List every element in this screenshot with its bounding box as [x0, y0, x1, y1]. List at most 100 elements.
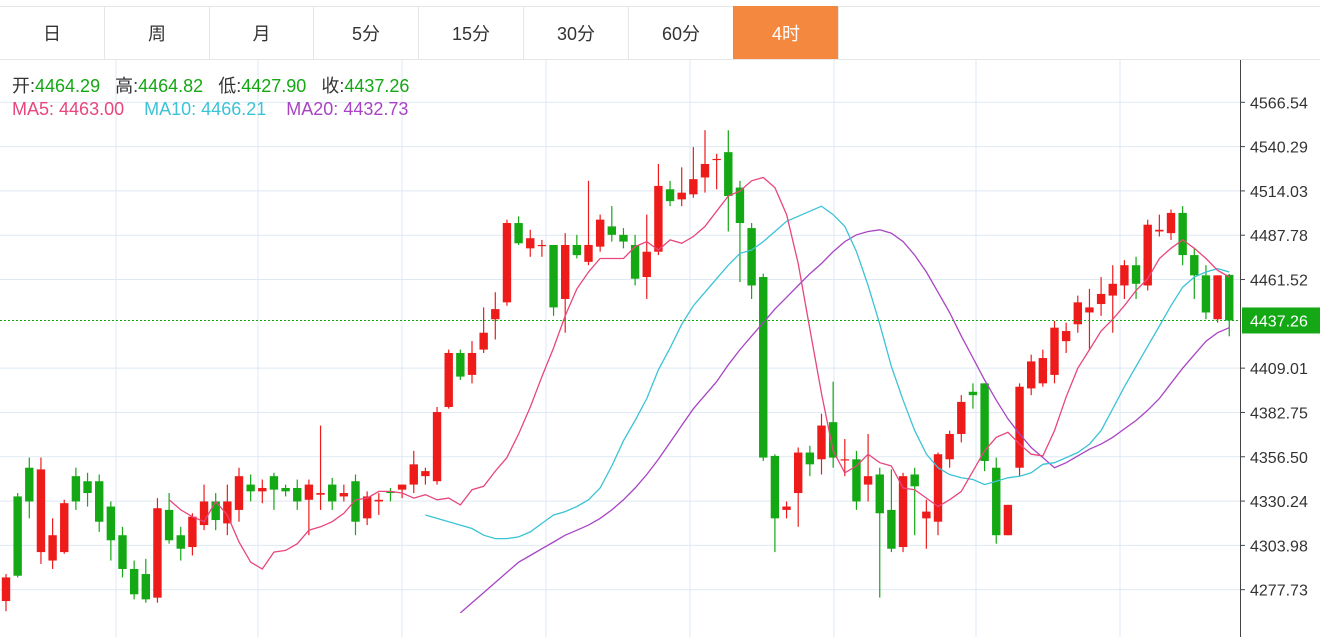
y-axis-tick-label: 4487.78: [1250, 228, 1308, 245]
candle-down: [875, 474, 884, 514]
candle-down: [968, 391, 978, 396]
candle-down: [630, 244, 640, 279]
candle-up: [1096, 293, 1106, 305]
candle-up: [223, 501, 232, 524]
high-value: 4464.82: [138, 76, 204, 96]
candle-up: [863, 476, 873, 485]
candle-up: [1120, 265, 1129, 286]
candlestick-chart[interactable]: 4566.54 4540.29 4514.03 4487.78 4461.52 4409.…: [0, 60, 1320, 637]
candle-up: [689, 179, 698, 195]
candle-up: [432, 412, 442, 482]
candle-down: [176, 535, 185, 549]
candle-down: [83, 481, 92, 494]
candle-down: [1131, 265, 1141, 284]
candle-down: [141, 574, 150, 600]
candle-up: [1213, 275, 1222, 320]
candle-down: [514, 223, 523, 244]
close-value: 4437.26: [344, 76, 410, 96]
candle-up: [712, 158, 721, 161]
candle-down: [328, 484, 337, 502]
period-tabbar: 日 周 月 5分 15分 30分 60分 4时: [0, 0, 1320, 60]
candle-up: [234, 476, 244, 510]
candle-up: [491, 309, 500, 320]
candle-down: [735, 187, 745, 224]
candle-up: [584, 244, 593, 262]
last-price-label: 4437.26: [1250, 313, 1308, 330]
candle-up: [1, 577, 11, 602]
candle-down: [724, 152, 733, 197]
candle-up: [374, 499, 383, 502]
ma10-line: [425, 205, 1230, 540]
ma10-label: MA10:: [144, 99, 197, 119]
candle-up: [1003, 504, 1013, 536]
y-axis-tick-label: 4540.29: [1250, 140, 1308, 157]
candle-up: [817, 425, 826, 460]
ma20-line: [459, 229, 1230, 614]
y-axis-tick-label: 4382.75: [1250, 405, 1308, 422]
candle-up: [1050, 327, 1059, 375]
candle-up: [36, 469, 46, 553]
tab-week[interactable]: 周: [104, 6, 209, 59]
candle-down: [770, 455, 780, 519]
candle-down: [747, 228, 756, 286]
candle-down: [281, 487, 290, 492]
low-label: 低:: [218, 76, 242, 96]
tab-15min[interactable]: 15分: [418, 6, 523, 59]
candle-down: [164, 509, 174, 541]
ma10-value: 4466.21: [201, 99, 267, 119]
candle-down: [25, 467, 34, 502]
candle-up: [642, 251, 651, 278]
candle-up: [1108, 283, 1117, 296]
ma-info: MA5: 4463.00 MA10: 4466.21 MA20: 4432.73: [12, 99, 408, 120]
y-axis-tick-label: 4461.52: [1250, 273, 1308, 290]
close-label: 收:: [321, 76, 345, 96]
candle-up: [1038, 358, 1048, 384]
tab-4hour[interactable]: 4时: [733, 6, 838, 59]
candle-up: [561, 244, 570, 299]
candle-up: [60, 503, 69, 553]
candle-up: [48, 535, 57, 561]
y-axis-tick-label: 4303.98: [1250, 538, 1308, 555]
candle-down: [910, 474, 919, 487]
candle-up: [595, 219, 605, 247]
candle-up: [1015, 386, 1024, 468]
candle-up: [933, 454, 943, 522]
candle-up: [782, 506, 791, 510]
y-axis-tick-label: 4514.03: [1250, 184, 1308, 201]
candle-down: [1201, 275, 1211, 313]
tab-60min[interactable]: 60分: [628, 6, 733, 59]
ma5-line: [168, 176, 1230, 570]
tab-month[interactable]: 月: [209, 6, 313, 59]
candle-up: [316, 493, 325, 495]
candle-down: [759, 277, 768, 458]
candle-down: [118, 535, 127, 569]
candle-down: [456, 352, 465, 377]
open-value: 4464.29: [35, 76, 101, 96]
candle-up: [677, 192, 686, 200]
y-axis-tick-label: 4356.50: [1250, 450, 1308, 467]
candle-down: [95, 481, 104, 522]
high-label: 高:: [115, 76, 139, 96]
tab-5min[interactable]: 5分: [313, 6, 418, 59]
candle-up: [397, 484, 407, 490]
candle-down: [607, 226, 616, 235]
candle-up: [339, 493, 349, 497]
candle-up: [957, 401, 966, 434]
candle-down: [980, 383, 989, 461]
ma20-value: 4432.73: [343, 99, 409, 119]
candle-down: [386, 491, 395, 494]
tab-30min[interactable]: 30分: [523, 6, 628, 59]
candle-up: [1155, 229, 1164, 232]
tab-day[interactable]: 日: [0, 6, 104, 59]
candle-up: [467, 352, 477, 375]
y-axis-tick-label: 4566.54: [1250, 95, 1308, 112]
candle-down: [13, 496, 22, 576]
candle-up: [479, 332, 488, 350]
candle-down: [805, 452, 815, 465]
candle-down: [1178, 212, 1187, 256]
candle-up: [502, 223, 512, 303]
ma5-value: 4463.00: [59, 99, 125, 119]
candle-down: [211, 501, 220, 521]
candle-up: [840, 459, 849, 461]
candle-up: [199, 501, 209, 526]
